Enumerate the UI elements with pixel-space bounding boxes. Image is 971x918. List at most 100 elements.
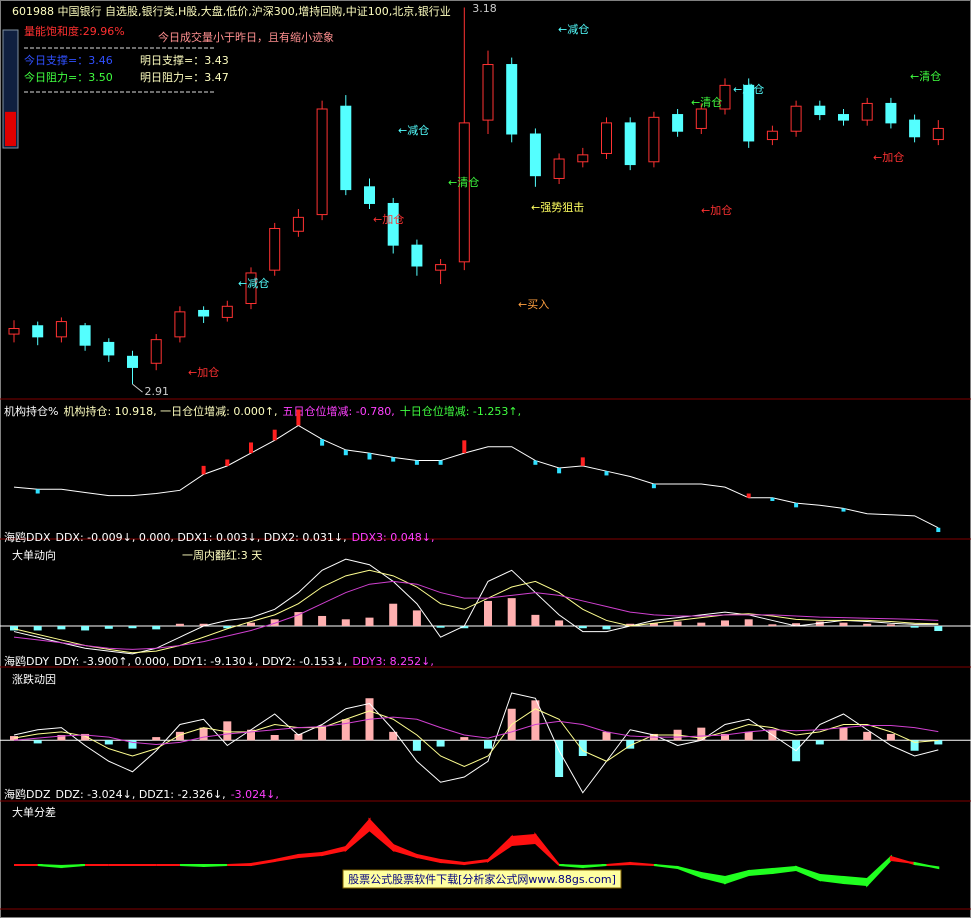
bar: [721, 620, 729, 626]
bar: [152, 626, 161, 630]
bar: [910, 626, 919, 628]
header-segment: DDZ: -3.024↓, DDZ1: -2.326↓,: [55, 788, 225, 801]
candle-body: [529, 133, 541, 177]
signal-annotation: ←减仓: [238, 276, 269, 290]
bar: [412, 610, 421, 626]
candle-body: [553, 158, 565, 179]
header-segment: DDY: -3.900↑, 0.000, DDY1: -9.130↓, DDY2…: [54, 655, 347, 668]
header-segment: 十日仓位增减: -1.253↑,: [400, 404, 521, 418]
signal-annotation: ←加仓: [373, 212, 404, 226]
candle-body: [340, 105, 352, 191]
indicator-line: [13, 569, 939, 654]
band-segment: [60, 864, 86, 869]
candle-body: [814, 105, 826, 116]
bar: [10, 626, 18, 631]
bar: [294, 733, 303, 741]
candle-body: [601, 122, 612, 154]
candle-body: [766, 130, 778, 141]
change-bar: [296, 409, 301, 426]
panel-dividers: [0, 398, 971, 910]
candle-body: [458, 122, 470, 263]
candle-body: [695, 108, 707, 129]
bar: [104, 626, 113, 629]
indicator-line: [13, 708, 939, 768]
band-segment: [629, 861, 654, 866]
bar: [460, 626, 469, 629]
support-tomorrow: 明日支撑=：3.43: [140, 53, 229, 67]
low-marker: 2.91: [145, 385, 170, 398]
saturation: 量能饱和度:29.96%: [24, 24, 125, 38]
candle-body: [932, 127, 944, 141]
change-bar: [438, 460, 443, 465]
change-bar: [35, 489, 40, 494]
bar: [57, 735, 66, 741]
indicator-line: [13, 716, 939, 745]
header-segment: 机构持仓%: [4, 404, 58, 418]
panel-header: 海鸥DDZ DDZ: -3.024↓, DDZ1: -2.326↓, -3.024↓…: [4, 787, 279, 801]
change-bar: [604, 471, 609, 476]
bar: [436, 740, 445, 747]
band-segment: [179, 864, 205, 868]
bar: [602, 626, 611, 630]
header-segment: 海鸥DDY: [4, 654, 49, 668]
change-bar: [367, 453, 372, 460]
change-bar: [414, 460, 419, 465]
low-marker-line: [132, 383, 143, 393]
signal-annotation: ←清仓: [910, 69, 941, 83]
bar: [294, 612, 303, 626]
bar: [578, 740, 587, 756]
candle-body: [316, 108, 328, 216]
bar: [341, 619, 350, 626]
candle-body: [292, 216, 304, 232]
candle-body: [790, 105, 802, 132]
bar: [863, 623, 872, 626]
candle-body: [435, 264, 447, 271]
candle-body: [411, 244, 423, 267]
bar: [531, 700, 540, 741]
bar: [341, 719, 350, 741]
bar: [247, 622, 255, 626]
bar: [886, 624, 895, 626]
bar: [270, 619, 279, 626]
change-bar: [320, 439, 325, 446]
bar: [886, 733, 895, 741]
header-segment: DDY3: 8.252↓,: [352, 655, 433, 668]
header-segment: DDX3: 0.048↓,: [352, 531, 435, 544]
band-segment: [581, 864, 607, 869]
signal-annotation: ←加仓: [701, 203, 732, 217]
panel-subtitle: 大单动向: [12, 548, 56, 562]
watermark: 股票公式股票软件下载[分析家公式网www.88gs.com]: [348, 872, 616, 886]
header-segment: 五日仓位增减: -0.780,: [283, 404, 395, 418]
candle-body: [387, 202, 399, 246]
bar: [934, 626, 943, 632]
bar: [815, 740, 824, 745]
signal-annotation: ←减仓: [733, 82, 764, 96]
candle-body: [719, 84, 731, 110]
bar: [649, 623, 658, 626]
candle-body: [885, 102, 897, 124]
candle-body: [269, 227, 281, 271]
bar: [81, 733, 90, 741]
candle-body: [577, 154, 589, 163]
signal-annotation: ←加仓: [873, 150, 904, 164]
bar: [33, 626, 42, 631]
change-bar: [462, 440, 467, 454]
candle-body: [482, 64, 494, 121]
bar: [318, 725, 327, 741]
band-segment: [747, 867, 774, 877]
signal-annotation: ←加仓: [188, 365, 219, 379]
bar: [839, 727, 848, 741]
bar: [318, 615, 327, 626]
panel-note: 一周内翻红:3 天: [182, 548, 262, 562]
band-segment: [534, 832, 560, 866]
bar: [792, 623, 801, 626]
candle-body: [150, 339, 162, 364]
bar: [910, 740, 919, 751]
change-bar: [770, 497, 775, 501]
band-segment: [202, 864, 228, 868]
bar: [934, 740, 943, 745]
bar: [128, 626, 137, 629]
change-bar: [533, 460, 538, 465]
bar: [555, 620, 564, 626]
bar: [555, 740, 564, 777]
